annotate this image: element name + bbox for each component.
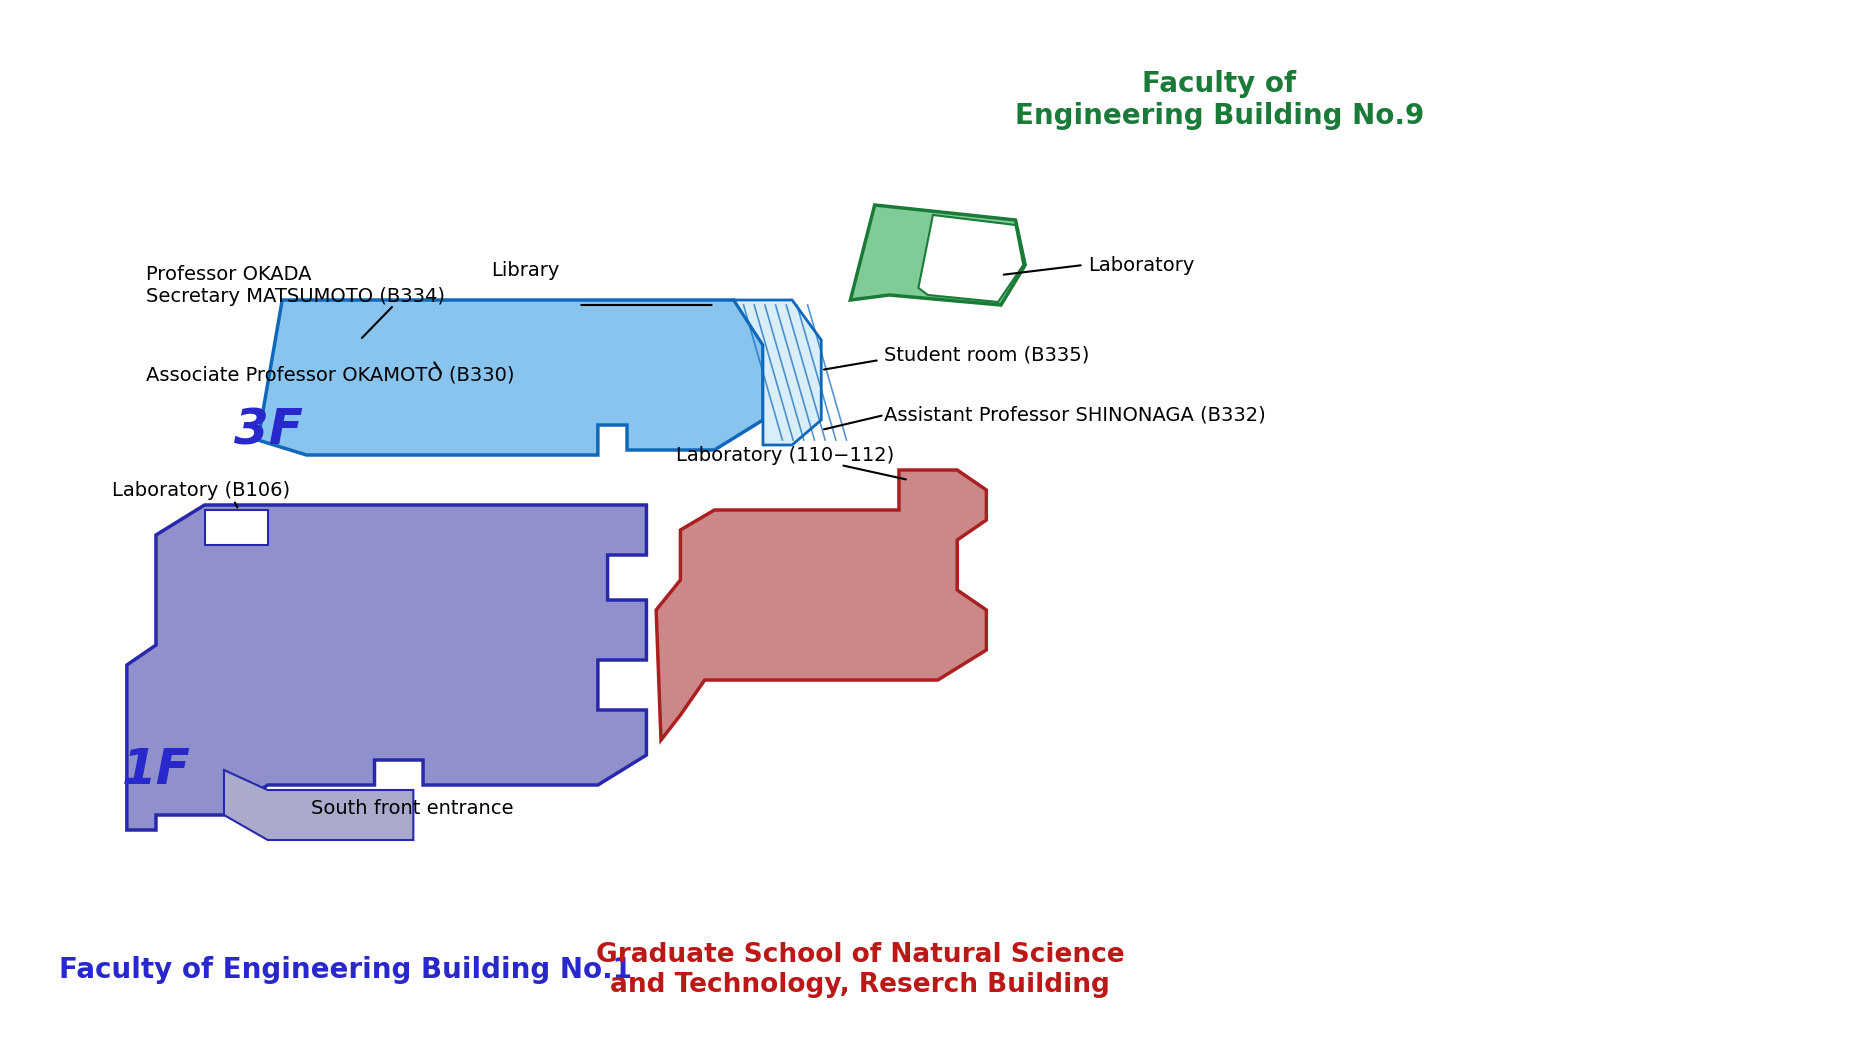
Polygon shape (851, 205, 1026, 305)
Text: South front entrance: South front entrance (311, 798, 514, 817)
Text: Laboratory: Laboratory (1088, 255, 1194, 274)
Polygon shape (259, 300, 763, 455)
Polygon shape (128, 505, 647, 830)
Text: 1F: 1F (122, 746, 191, 794)
Text: Professor OKADA
Secretary MATSUMOTO (B334): Professor OKADA Secretary MATSUMOTO (B33… (146, 265, 444, 305)
Text: Assistant Professor SHINONAGA (B332): Assistant Professor SHINONAGA (B332) (885, 405, 1266, 424)
Text: Faculty of
Engineering Building No.9: Faculty of Engineering Building No.9 (1014, 70, 1425, 130)
Text: Faculty of Engineering Building No.1: Faculty of Engineering Building No.1 (58, 956, 632, 984)
Text: 3F: 3F (234, 406, 302, 454)
Polygon shape (919, 215, 1024, 302)
Polygon shape (204, 510, 268, 545)
Polygon shape (223, 770, 412, 840)
Text: Library: Library (491, 260, 559, 280)
Text: Graduate School of Natural Science
and Technology, Reserch Building: Graduate School of Natural Science and T… (596, 942, 1125, 998)
Polygon shape (733, 300, 821, 445)
Text: Student room (B335): Student room (B335) (885, 345, 1089, 365)
Text: Associate Professor OKAMOTO (B330): Associate Professor OKAMOTO (B330) (146, 366, 516, 385)
Text: Laboratory (B106): Laboratory (B106) (112, 480, 291, 500)
Polygon shape (656, 470, 986, 740)
Text: Laboratory (110−112): Laboratory (110−112) (675, 445, 894, 465)
